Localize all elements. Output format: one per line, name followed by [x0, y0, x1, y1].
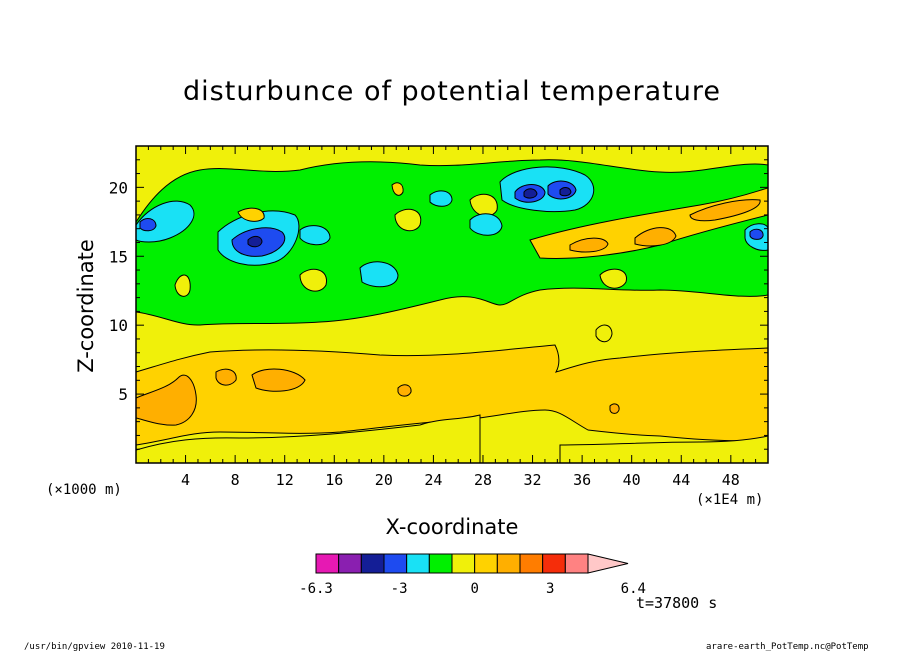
x-tick-label: 28: [474, 471, 492, 489]
x-tick-label: 40: [623, 471, 641, 489]
colorbar-extension-arrow: [587, 553, 629, 574]
colorbar-label: 0: [470, 581, 478, 597]
contour-patch: [299, 268, 327, 292]
x-tick-label: 32: [524, 471, 542, 489]
contour-region-cyan: [359, 261, 399, 288]
contour-patch: [174, 274, 191, 297]
x-unit-right-label: (×1E4 m): [696, 492, 764, 508]
contour-region-warm: [237, 207, 265, 222]
contour-patch: [595, 324, 613, 343]
contour-region-cyan: [429, 190, 453, 207]
contour-region-cyan: [299, 225, 331, 246]
x-tick-label: 44: [672, 471, 690, 489]
contour-core-navy: [559, 187, 572, 197]
contour-region-blue: [749, 228, 764, 240]
contour-region-cyan: [136, 200, 195, 243]
colorbar-swatch: [519, 553, 544, 574]
colorbar-label: -3: [391, 581, 408, 597]
x-tick-label: 4: [181, 471, 190, 489]
footer-right-text: arare-earth_PotTemp.nc@PotTemp: [706, 642, 869, 652]
x-tick-label: 24: [424, 471, 442, 489]
colorbar-swatch: [383, 553, 408, 574]
x-tick-label: 8: [231, 471, 240, 489]
colorbar-swatch: [496, 553, 521, 574]
colorbar-swatch: [315, 553, 340, 574]
contour-region-warm: [634, 227, 677, 247]
contour-region-orange: [251, 368, 306, 392]
footer-left-text: /usr/bin/gpview 2010-11-19: [24, 642, 165, 652]
contour-core-navy: [247, 235, 263, 248]
colorbar-swatch: [406, 553, 430, 574]
colorbar-swatch: [474, 553, 498, 574]
colorbar-swatch: [360, 553, 385, 574]
colorbar-swatch: [564, 553, 589, 574]
contour-region-warm: [569, 237, 609, 253]
contour-region-cyan: [469, 213, 503, 236]
y-tick-label: 10: [109, 316, 128, 335]
x-tick-label: 12: [276, 471, 294, 489]
contour-region-orange: [136, 374, 197, 426]
colorbar-label: 6.4: [621, 581, 646, 597]
x-tick-label: 48: [722, 471, 740, 489]
x-tick-label: 16: [325, 471, 343, 489]
colorbar-label: 3: [546, 581, 554, 597]
colorbar-label: -6.3: [299, 581, 333, 597]
chart-title: disturbunce of potential temperature: [183, 76, 721, 107]
x-unit-left-label: (×1000 m): [46, 482, 122, 498]
colorbar: -6.3 -3 0 3 6.4: [299, 553, 646, 597]
x-tick-label: 20: [375, 471, 393, 489]
contour-region-orange: [609, 403, 620, 414]
contour-fill-layer: [136, 146, 768, 463]
contour-region-orange: [215, 368, 237, 386]
contour-region-warm: [391, 182, 404, 196]
colorbar-swatch: [451, 553, 476, 574]
plot-frame: [135, 145, 769, 464]
x-axis-label: X-coordinate: [385, 515, 519, 539]
colorbar-swatch: [338, 553, 362, 574]
colorbar-swatch: [542, 553, 566, 574]
contour-patch: [394, 208, 422, 232]
time-label: t=37800 s: [636, 594, 718, 612]
y-tick-label: 15: [109, 247, 128, 266]
contour-patch: [599, 268, 627, 289]
contour-region-warm: [689, 199, 761, 222]
colorbar-swatch: [428, 553, 453, 574]
contour-core-navy: [523, 188, 538, 199]
contour-band-bottom: [136, 414, 481, 463]
contour-region-blue: [139, 218, 157, 232]
y-tick-label: 20: [109, 178, 128, 197]
y-tick-label: 5: [118, 385, 128, 404]
contour-patch: [469, 193, 498, 217]
x-tick-label: 36: [573, 471, 591, 489]
contour-region-cyan: [499, 166, 595, 213]
contour-region-orange: [397, 384, 412, 397]
contour-band-bottom: [559, 435, 768, 463]
